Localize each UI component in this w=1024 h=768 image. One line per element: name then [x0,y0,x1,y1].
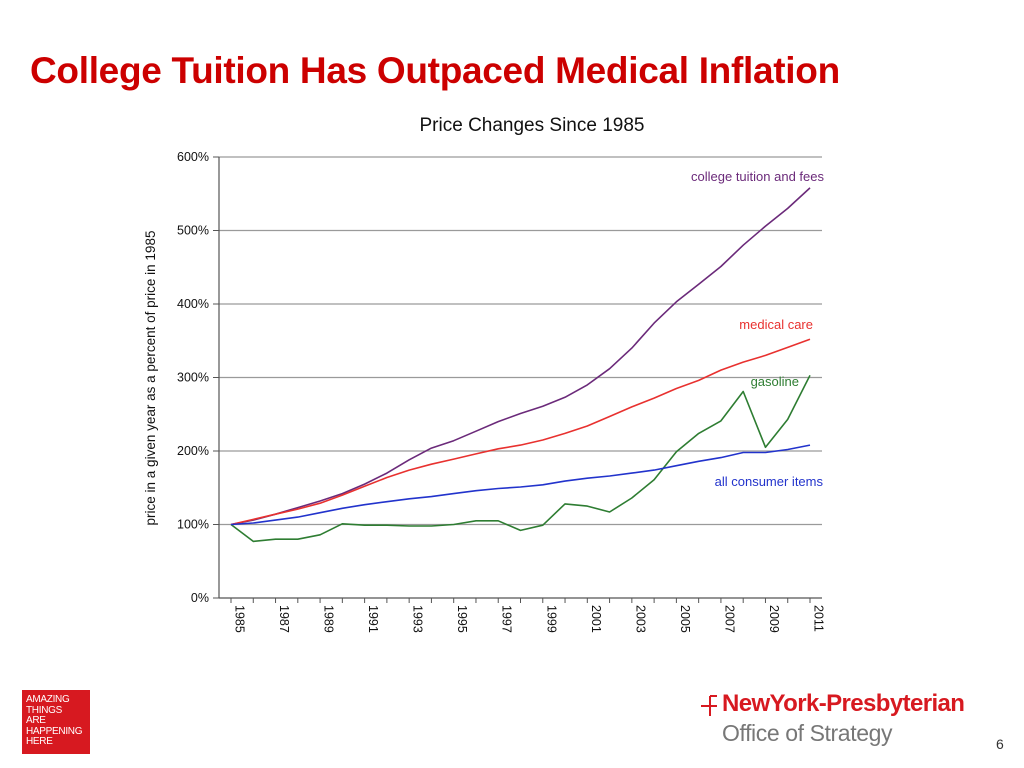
series-line-college-tuition-and-fees [230,187,811,526]
x-tick-label: 1985 [233,605,247,633]
series-line-medical-care [230,338,811,526]
y-tick-label: 500% [177,224,209,238]
y-tick-label: 300% [177,371,209,385]
x-tick-label: 2007 [722,605,736,633]
badge-line: THINGS [26,704,62,716]
x-tick-label: 1993 [411,605,425,633]
logo-subtitle: Office of Strategy [722,720,893,746]
y-axis-label: price in a given year as a percent of pr… [143,231,158,526]
series-lines [230,187,811,543]
y-tick-label: 100% [177,518,209,532]
gridlines [219,156,822,526]
slide-title: College Tuition Has Outpaced Medical Inf… [30,50,840,91]
x-tick-label: 1989 [322,605,336,633]
y-tick-label: 0% [191,591,209,605]
series-label: all consumer items [715,474,824,489]
series-line-gasoline [230,374,811,543]
x-tick-label: 1997 [500,605,514,633]
badge-line: HAPPENING [26,725,83,737]
series-label: medical care [739,317,813,332]
badge-line: AMAZING [26,694,70,705]
x-tick-label: 1991 [366,605,380,633]
amazing-things-badge: AMAZING THINGS ARE HAPPENING HERE [22,690,90,754]
y-tick-label: 200% [177,444,209,458]
axes: 0% 100% 200% 300% 400% 500% 600% 1985 1987 1989 19… [177,150,825,633]
logo-mark-icon [701,695,717,716]
series-labels: college tuition and fees medical care gaso… [691,169,824,489]
y-tick-label: 400% [177,297,209,311]
x-tick-label: 2009 [767,605,781,633]
badge-line: HERE [26,736,53,747]
y-tick-label: 600% [177,150,209,164]
x-tick-label: 2011 [812,605,826,632]
x-tick-label: 2001 [589,605,603,633]
x-tick-label: 1987 [277,605,291,633]
logo-name: NewYork-Presbyterian [722,690,965,717]
badge-line: ARE [26,715,46,726]
price-changes-chart: Price Changes Since 1985 price in a give… [143,115,826,633]
series-label: gasoline [751,374,799,389]
page-number: 6 [996,736,1004,752]
x-tick-label: 1995 [455,605,469,633]
newyork-presbyterian-logo: NewYork-Presbyterian Office of Strategy [700,690,980,750]
x-tick-label: 2003 [633,605,647,633]
x-tick-label: 2005 [678,605,692,633]
x-tick-label: 1999 [544,605,558,633]
chart-title: Price Changes Since 1985 [420,115,645,136]
series-label: college tuition and fees [691,169,824,184]
series-line-all-consumer-items [230,444,811,526]
